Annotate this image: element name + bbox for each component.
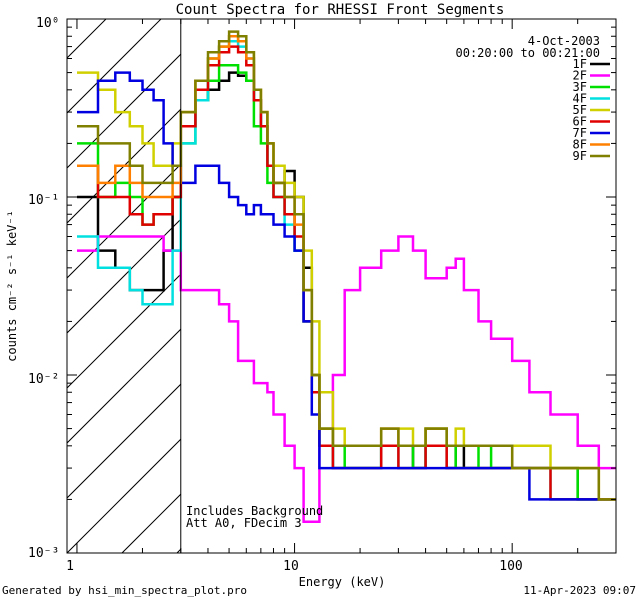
legend-label-3F: 3F [573, 80, 587, 94]
legend-label-6F: 6F [573, 115, 587, 129]
legend-label-8F: 8F [573, 138, 587, 152]
x-axis-label: Energy (keV) [299, 575, 386, 589]
footer-generated-by: Generated by hsi_min_spectra_plot.pro [2, 584, 247, 597]
series-line-7F [77, 71, 616, 501]
x-tick-label-1: 1 [66, 559, 74, 574]
legend-label-7F: 7F [573, 126, 587, 140]
chart-title: Count Spectra for RHESSI Front Segments [176, 2, 505, 18]
series-line-9F [77, 30, 616, 501]
y-axis-label: counts cm⁻² s⁻¹ keV⁻¹ [5, 210, 19, 362]
y-tick-label-minus1: 10⁻¹ [28, 193, 59, 208]
footer-timestamp: 11-Apr-2023 09:07 [523, 584, 636, 597]
hatch-line [67, 383, 181, 499]
legend-label-1F: 1F [573, 57, 587, 71]
hatch-line [67, 19, 162, 114]
hatch-line [67, 218, 181, 334]
legend-label-5F: 5F [573, 103, 587, 117]
legend-label-4F: 4F [573, 92, 587, 106]
x-tick-label-10: 10 [283, 559, 299, 574]
axis-ticks [67, 18, 617, 554]
attenuator-hatch-region [67, 19, 181, 553]
series-line-2F [77, 235, 616, 523]
y-tick-label-minus2: 10⁻² [28, 372, 59, 387]
y-tick-label-minus3: 10⁻³ [28, 546, 59, 561]
plot-frame [66, 18, 617, 554]
hatch-line [67, 163, 181, 279]
series-line-6F [77, 45, 616, 501]
time-range-label: 00:20:00 to 00:21:00 [456, 46, 601, 60]
annotation-background: Includes Background [186, 504, 323, 518]
legend-label-9F: 9F [573, 149, 587, 163]
series-layer [77, 30, 616, 523]
date-label: 4-Oct-2003 [528, 34, 600, 48]
annotation-attenuator: Att A0, FDecim 3 [186, 516, 302, 530]
x-tick-label-100: 100 [499, 559, 522, 574]
legend-label-2F: 2F [573, 69, 587, 83]
y-tick-label-0: 10⁰ [36, 16, 59, 31]
hatch-line [67, 438, 181, 553]
hatch-line [67, 19, 107, 59]
